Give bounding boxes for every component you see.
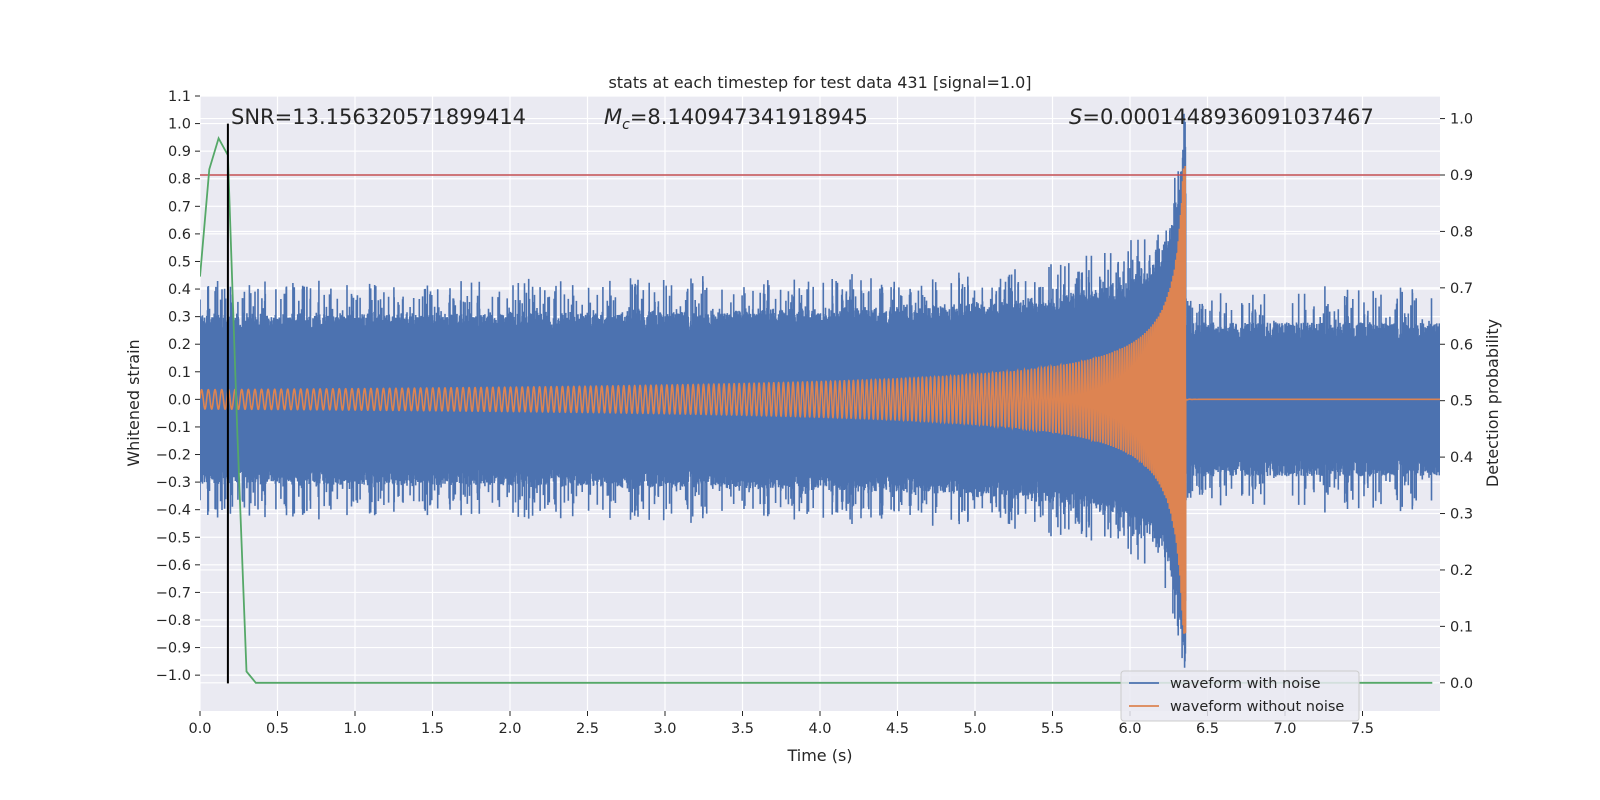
x-tick-label: 6.5 (1196, 721, 1219, 737)
x-tick-label: 4.0 (808, 721, 831, 737)
y-right-tick-label: 0.6 (1450, 337, 1473, 353)
y-tick-label: 0.9 (168, 144, 191, 160)
x-tick-label: 2.5 (576, 721, 599, 737)
x-tick-label: 7.0 (1273, 721, 1296, 737)
y-tick-label: 0.2 (168, 337, 191, 353)
x-tick-label: 0.5 (266, 721, 289, 737)
chirp-mass-symbol: M (604, 105, 622, 129)
y-tick-label: −1.0 (156, 668, 191, 684)
s-annotation: S=0.0001448936091037467 (1069, 105, 1374, 129)
s-symbol: S (1069, 105, 1082, 129)
y-tick-label: 0.6 (168, 227, 191, 243)
y-tick-label: −0.9 (156, 641, 191, 657)
y-tick-label: −0.1 (156, 420, 191, 436)
x-tick-label: 6.0 (1118, 721, 1141, 737)
y-tick-label: 0.0 (168, 392, 191, 408)
y-right-tick-label: 0.9 (1450, 168, 1473, 184)
y-right-tick-label: 0.0 (1450, 676, 1473, 692)
y-tick-label: 0.7 (168, 199, 191, 215)
y-tick-label: 1.0 (168, 117, 191, 133)
x-tick-label: 1.5 (421, 721, 444, 737)
y-right-tick-label: 0.5 (1450, 394, 1473, 410)
x-tick-label: 0.0 (188, 721, 211, 737)
y-right-tick-label: 0.4 (1450, 450, 1473, 466)
y-right-tick-label: 1.0 (1450, 112, 1473, 128)
y-tick-label: −0.8 (156, 613, 191, 629)
y-tick-label: −0.3 (156, 475, 191, 491)
series-detection-probability (200, 135, 1433, 684)
legend-label-clean: waveform without noise (1170, 699, 1344, 715)
y-tick-label: 0.5 (168, 254, 191, 270)
legend-label-noisy: waveform with noise (1170, 676, 1321, 692)
legend-box (1120, 670, 1360, 722)
y-right-tick-label: 0.8 (1450, 224, 1473, 240)
x-tick-label: 5.5 (1041, 721, 1064, 737)
axes: 0.0 0.5 1.0 1.5 2.0 2.5 3.0 3.5 4.0 4.5 5.0 5.5 6.0 6… (156, 89, 1473, 737)
y-tick-label: 0.8 (168, 172, 191, 188)
chirp-mass-subscript: c (622, 117, 630, 133)
chart-title: stats at each timestep for test data 431… (608, 73, 1031, 92)
y-right-tick-label: 0.7 (1450, 281, 1473, 297)
y-tick-label: 1.1 (168, 89, 191, 105)
x-tick-label: 5.0 (963, 721, 986, 737)
legend: waveform with noise waveform without noi… (1120, 670, 1360, 722)
y-right-tick-label: 0.3 (1450, 507, 1473, 523)
x-tick-label: 3.5 (731, 721, 754, 737)
x-tick-label: 3.0 (653, 721, 676, 737)
x-tick-label: 2.0 (498, 721, 521, 737)
snr-annotation: SNR=13.156320571899414 (231, 105, 526, 129)
x-tick-label: 7.5 (1351, 721, 1374, 737)
y-right-tick-label: 0.1 (1450, 619, 1473, 635)
y-tick-label: −0.6 (156, 558, 191, 574)
y-tick-label: −0.4 (156, 503, 191, 519)
y-right-axis-label: Detection probability (1483, 319, 1502, 487)
y-tick-label: −0.5 (156, 530, 191, 546)
chirp-mass-value: =8.140947341918945 (630, 105, 868, 129)
y-tick-label: −0.2 (156, 448, 191, 464)
y-right-tick-label: 0.2 (1450, 563, 1473, 579)
y-tick-label: 0.1 (168, 365, 191, 381)
y-tick-label: −0.7 (156, 585, 191, 601)
y-tick-label: 0.4 (168, 282, 191, 298)
x-tick-label: 4.5 (886, 721, 909, 737)
series-layer (200, 113, 1440, 684)
y-axis-label: Whitened strain (124, 339, 143, 466)
y-tick-label: 0.3 (168, 310, 191, 326)
s-value: =0.0001448936091037467 (1082, 105, 1374, 129)
x-axis-label: Time (s) (786, 746, 852, 765)
chirp-mass-annotation: Mc=8.140947341918945 (604, 105, 868, 133)
x-tick-label: 1.0 (343, 721, 366, 737)
series-waveform-without-noise (200, 166, 1440, 634)
